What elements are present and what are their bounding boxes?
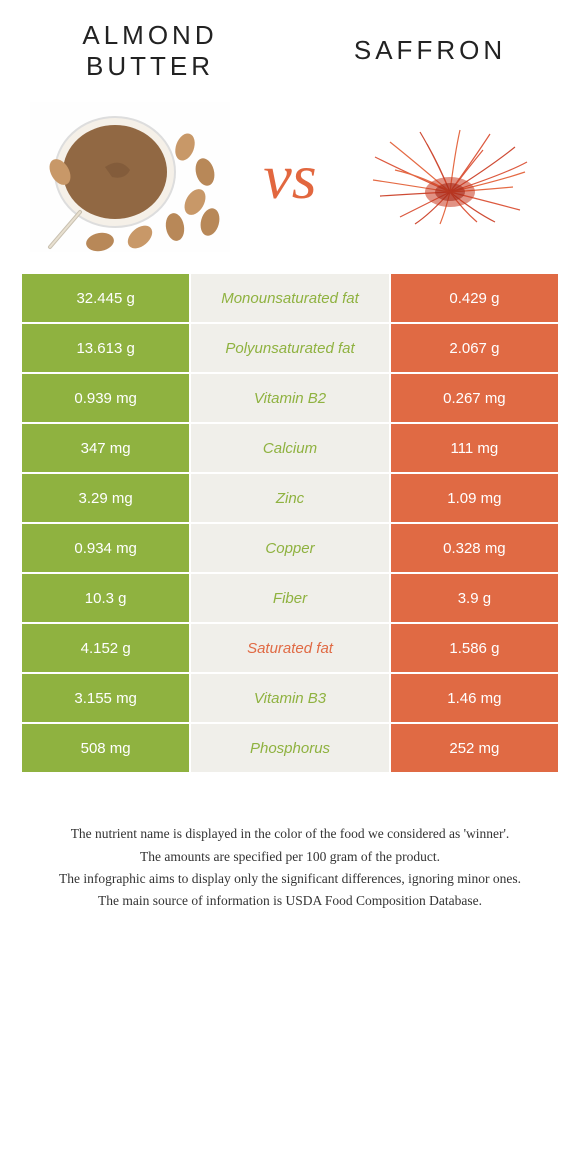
left-food-image xyxy=(30,102,230,252)
nutrient-label-cell: Zinc xyxy=(190,473,390,523)
nutrient-row: 10.3 gFiber3.9 g xyxy=(21,573,559,623)
footnote-line: The main source of information is USDA F… xyxy=(30,891,550,911)
right-value-cell: 0.429 g xyxy=(390,273,559,323)
left-value-cell: 0.934 mg xyxy=(21,523,190,573)
left-food-title: Almond butter xyxy=(50,20,250,82)
nutrient-row: 347 mgCalcium111 mg xyxy=(21,423,559,473)
left-value-cell: 0.939 mg xyxy=(21,373,190,423)
nutrient-label-cell: Phosphorus xyxy=(190,723,390,773)
left-value-cell: 3.29 mg xyxy=(21,473,190,523)
left-value-cell: 13.613 g xyxy=(21,323,190,373)
right-food-image xyxy=(350,102,550,252)
nutrient-label-cell: Copper xyxy=(190,523,390,573)
nutrient-label-cell: Calcium xyxy=(190,423,390,473)
left-value-cell: 347 mg xyxy=(21,423,190,473)
nutrient-row: 3.29 mgZinc1.09 mg xyxy=(21,473,559,523)
left-value-cell: 508 mg xyxy=(21,723,190,773)
right-value-cell: 1.46 mg xyxy=(390,673,559,723)
right-value-cell: 111 mg xyxy=(390,423,559,473)
right-value-cell: 3.9 g xyxy=(390,573,559,623)
right-value-cell: 252 mg xyxy=(390,723,559,773)
right-value-cell: 2.067 g xyxy=(390,323,559,373)
nutrient-label-cell: Fiber xyxy=(190,573,390,623)
left-value-cell: 4.152 g xyxy=(21,623,190,673)
nutrient-row: 13.613 gPolyunsaturated fat2.067 g xyxy=(21,323,559,373)
footnote-line: The infographic aims to display only the… xyxy=(30,869,550,889)
footnote-line: The amounts are specified per 100 gram o… xyxy=(30,847,550,867)
right-value-cell: 0.267 mg xyxy=(390,373,559,423)
nutrient-label-cell: Saturated fat xyxy=(190,623,390,673)
nutrient-row: 0.939 mgVitamin B20.267 mg xyxy=(21,373,559,423)
left-value-cell: 32.445 g xyxy=(21,273,190,323)
nutrient-row: 0.934 mgCopper0.328 mg xyxy=(21,523,559,573)
right-value-cell: 0.328 mg xyxy=(390,523,559,573)
nutrient-row: 3.155 mgVitamin B31.46 mg xyxy=(21,673,559,723)
right-value-cell: 1.586 g xyxy=(390,623,559,673)
footnote-line: The nutrient name is displayed in the co… xyxy=(30,824,550,844)
footnotes: The nutrient name is displayed in the co… xyxy=(0,774,580,911)
nutrient-label-cell: Monounsaturated fat xyxy=(190,273,390,323)
nutrient-row: 4.152 gSaturated fat1.586 g xyxy=(21,623,559,673)
nutrient-row: 508 mgPhosphorus252 mg xyxy=(21,723,559,773)
nutrient-comparison-table: 32.445 gMonounsaturated fat0.429 g13.613… xyxy=(20,272,560,774)
nutrient-label-cell: Vitamin B3 xyxy=(190,673,390,723)
vs-label: vs xyxy=(263,140,316,214)
nutrient-label-cell: Vitamin B2 xyxy=(190,373,390,423)
left-value-cell: 3.155 mg xyxy=(21,673,190,723)
right-food-title: Saffron xyxy=(330,35,530,82)
nutrient-label-cell: Polyunsaturated fat xyxy=(190,323,390,373)
right-value-cell: 1.09 mg xyxy=(390,473,559,523)
nutrient-row: 32.445 gMonounsaturated fat0.429 g xyxy=(21,273,559,323)
left-value-cell: 10.3 g xyxy=(21,573,190,623)
